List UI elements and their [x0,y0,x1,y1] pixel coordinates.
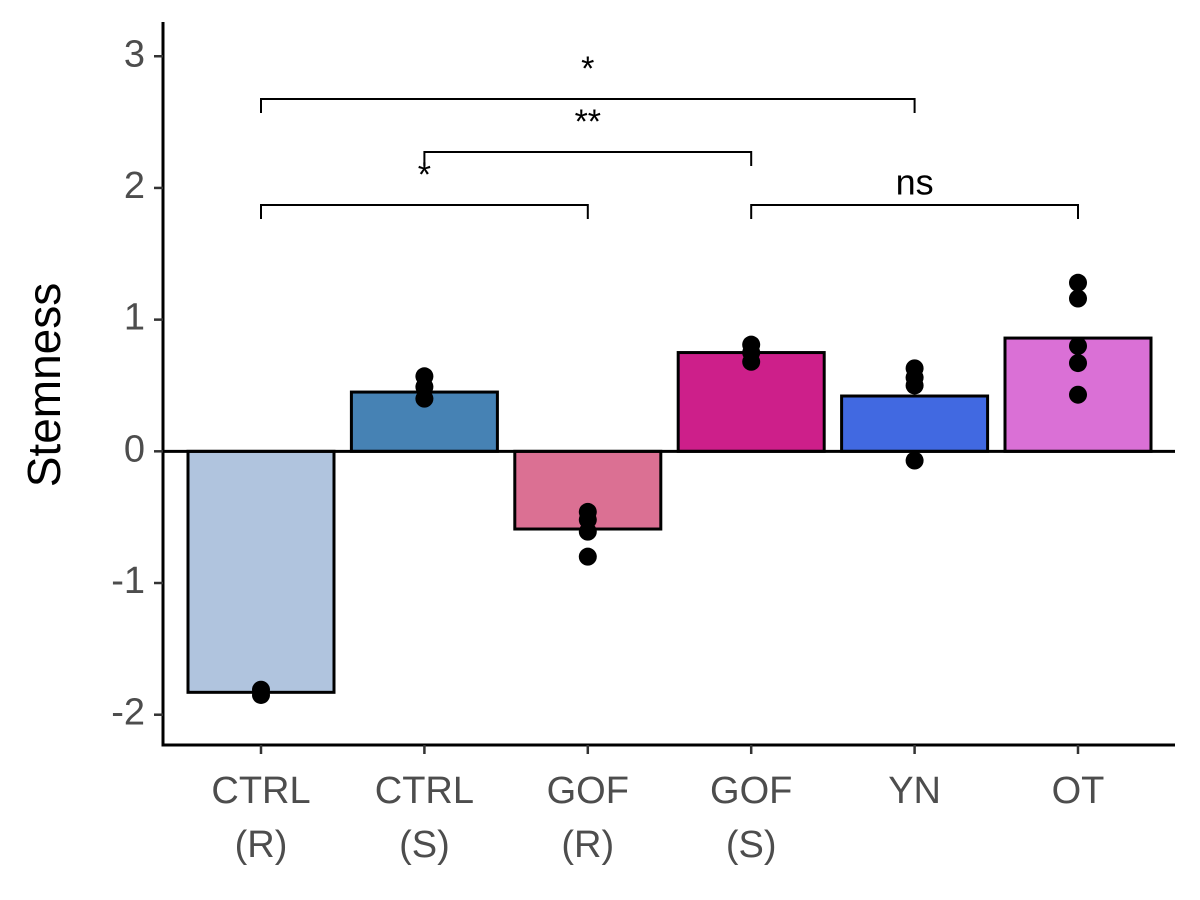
x-tick-label: YN [888,770,941,812]
point [415,389,434,408]
significance-label: * [418,156,431,194]
bar [840,394,990,453]
significance-label: * [581,50,594,88]
x-tick-label: OT [1052,770,1105,812]
significance-label: ns [896,162,934,203]
point [578,522,597,541]
significance-label: ** [575,103,601,141]
y-tick-label: 2 [124,165,145,207]
significance-bracket [260,204,589,219]
x-tick-label: CTRL (S) [375,770,474,866]
y-tick-label: -1 [111,560,145,602]
point [1069,336,1087,355]
significance-bracket [260,98,916,113]
point [905,376,924,395]
point [1069,273,1087,292]
point [1069,354,1087,373]
significance-bracket [750,204,1079,219]
point [578,547,597,566]
y-tick-label: 1 [124,297,145,339]
y-tick-label: 3 [124,33,145,75]
point [1069,385,1087,404]
point [905,451,924,470]
y-tick-label: -2 [111,692,145,734]
x-tick-label: GOF (S) [710,770,792,866]
point [742,352,761,371]
y-axis-label: Stemness [18,283,70,488]
point [1069,289,1087,308]
bar [186,449,336,694]
x-tick-label: CTRL (R) [211,770,310,866]
x-tick-label: GOF (R) [547,770,629,866]
significance-bracket [423,151,753,166]
y-tick-label: 0 [124,428,145,470]
point [252,685,270,704]
